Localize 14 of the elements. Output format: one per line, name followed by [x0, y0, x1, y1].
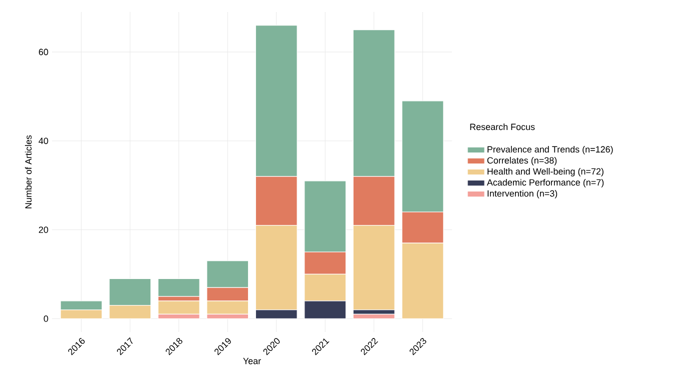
- y-tick-label: 40: [38, 138, 48, 144]
- y-tick-label: 60: [38, 48, 48, 56]
- legend-label: Correlates (n=38): [487, 156, 557, 166]
- legend-title: Research Focus: [470, 123, 535, 130]
- bar: [352, 314, 395, 319]
- y-axis-title: Number of Articles: [24, 135, 32, 208]
- y-tick-label: 20: [38, 226, 48, 233]
- legend-label: Academic Performance (n=7): [486, 179, 604, 188]
- bar: [158, 278, 200, 297]
- legend-label: Health and Well-being (n=72): [488, 168, 604, 176]
- legend-label: Prevalence and Trends (n=126): [488, 146, 613, 154]
- x-axis-title: Year: [243, 358, 261, 364]
- y-tick-label: 0: [44, 315, 48, 322]
- legend-label: Intervention (n=3): [488, 190, 558, 198]
